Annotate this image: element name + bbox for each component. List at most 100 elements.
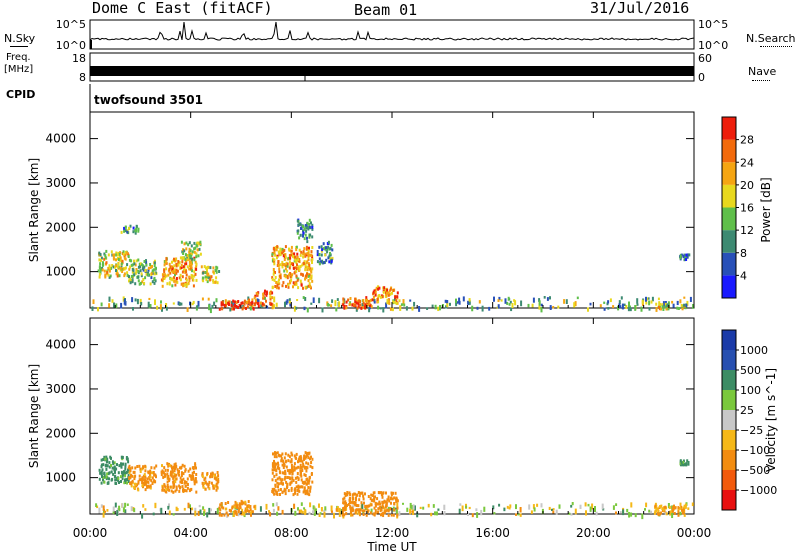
scatter-cell: [343, 304, 346, 308]
scatter-cell: [137, 279, 140, 283]
scatter-cell: [118, 252, 121, 256]
scatter-cell: [124, 509, 127, 514]
scatter-cell: [193, 256, 196, 260]
scatter-cell: [163, 488, 166, 492]
scatter-cell: [276, 254, 279, 258]
scatter-cell: [565, 299, 568, 304]
scatter-cell: [212, 270, 215, 274]
scatter-cell: [189, 504, 191, 509]
scatter-cell: [296, 472, 299, 475]
scatter-cell: [269, 295, 272, 299]
scatter-cell: [216, 508, 219, 514]
scatter-cell: [191, 302, 194, 306]
scatter-cell: [369, 298, 372, 302]
scatter-cell: [329, 257, 332, 261]
scatter-cell: [274, 285, 277, 288]
scatter-cell: [108, 269, 111, 273]
scatter-cell: [138, 474, 141, 478]
scatter-cell: [112, 462, 115, 466]
scatter-cell: [178, 276, 181, 280]
scatter-cell: [176, 508, 179, 512]
scatter-cell: [338, 301, 341, 307]
scatter-cell: [467, 512, 469, 516]
scatter-cell: [217, 474, 220, 478]
scatter-cell: [184, 283, 187, 287]
scatter-cell: [278, 282, 281, 286]
scatter-cell: [296, 267, 299, 271]
scatter-cell: [368, 307, 371, 313]
scatter-cell: [190, 477, 193, 481]
scatter-cell: [370, 305, 373, 309]
scatter-cell: [175, 485, 178, 489]
scatter-cell: [325, 258, 328, 262]
scatter-cell: [347, 298, 350, 302]
scatter-cell: [281, 452, 284, 456]
scatter-cell: [253, 296, 256, 300]
scatter-cell: [160, 300, 162, 304]
scatter-cell: [287, 285, 290, 289]
scatter-cell: [326, 242, 329, 245]
scatter-cell: [308, 479, 311, 483]
scatter-cell: [325, 248, 328, 252]
scatter-cell: [120, 455, 123, 459]
scatter-cell: [318, 503, 320, 508]
scatter-cell: [348, 302, 351, 306]
scatter-cell: [297, 465, 300, 469]
scatter-cell: [149, 263, 152, 266]
scatter-cell: [188, 253, 191, 257]
scatter-cell: [686, 300, 689, 306]
scatter-cell: [196, 305, 199, 309]
scatter-cell: [110, 478, 113, 482]
scatter-cell: [645, 502, 648, 508]
scatter-cell: [123, 274, 126, 278]
scatter-cell: [646, 297, 649, 301]
scatter-cell: [294, 266, 297, 270]
scatter-cell: [134, 466, 137, 470]
scatter-cell: [311, 466, 314, 470]
scatter-cell: [306, 453, 309, 457]
scatter-cell: [277, 264, 280, 267]
scatter-cell: [373, 299, 376, 303]
freq-label-1: Freq.: [6, 52, 31, 63]
scatter-cell: [370, 493, 373, 497]
scatter-cell: [427, 503, 430, 508]
scatter-cell: [111, 264, 114, 267]
scatter-cell: [406, 507, 409, 512]
scatter-cell: [318, 297, 321, 304]
scatter-cell: [102, 505, 105, 512]
scatter-cell: [118, 274, 121, 278]
scatter-cell: [681, 460, 684, 464]
scatter-cell: [193, 479, 196, 483]
scatter-cell: [346, 504, 348, 507]
velocity-colorbar-cell: [722, 350, 736, 370]
scatter-cell: [271, 303, 274, 310]
scatter-cell: [122, 506, 125, 513]
scatter-cell: [546, 297, 549, 301]
scatter-cell: [285, 480, 288, 484]
scatter-cell: [175, 477, 178, 481]
scatter-cell: [687, 461, 690, 464]
scatter-cell: [297, 487, 300, 491]
nsearch-tick-top: 10^5: [698, 18, 728, 31]
scatter-cell: [242, 306, 245, 310]
scatter-cell: [343, 501, 346, 505]
scatter-cell: [149, 475, 152, 479]
scatter-cell: [368, 504, 371, 508]
scatter-cell: [662, 301, 665, 307]
scatter-cell: [182, 252, 185, 255]
scatter-cell: [284, 301, 286, 308]
scatter-cell: [644, 508, 646, 511]
scatter-cell: [240, 512, 243, 516]
scatter-cell: [265, 293, 268, 297]
scatter-cell: [154, 271, 157, 275]
scatter-cell: [364, 306, 367, 309]
scatter-cell: [180, 302, 183, 306]
scatter-cell: [231, 300, 234, 306]
scatter-cell: [173, 264, 176, 268]
scatter-cell: [204, 271, 207, 274]
scatter-cell: [304, 254, 307, 258]
scatter-cell: [309, 489, 312, 493]
scatter-cell: [209, 307, 212, 314]
scatter-cell: [271, 471, 274, 475]
scatter-cell: [166, 468, 169, 472]
